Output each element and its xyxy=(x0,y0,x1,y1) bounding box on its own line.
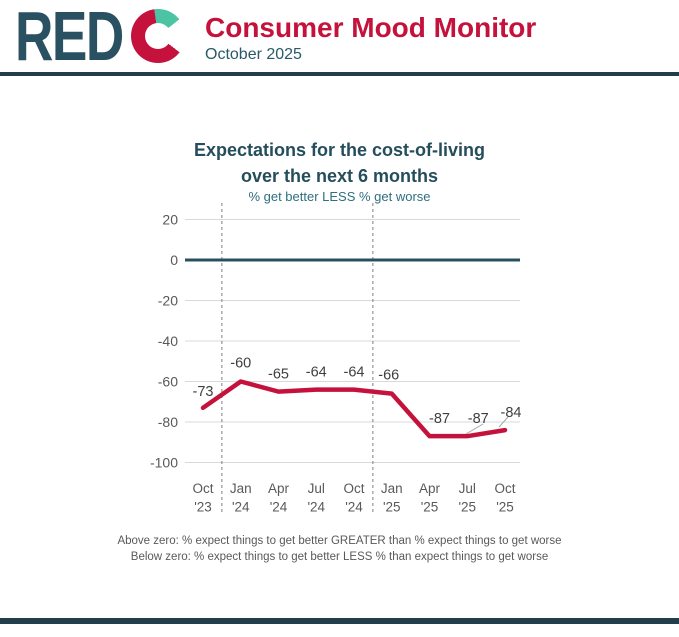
redc-logo: RED xyxy=(15,0,185,75)
redc-logo-text: RED xyxy=(15,0,124,75)
data-point-label: -66 xyxy=(378,368,399,384)
data-point-label: -87 xyxy=(429,411,450,427)
app-title: Consumer Mood Monitor xyxy=(205,12,537,43)
x-tick-month-label: Jan xyxy=(381,481,403,496)
data-point-label: -60 xyxy=(230,356,251,372)
chart-footnotes: Above zero: % expect things to get bette… xyxy=(0,534,679,565)
x-tick-year-label: '25 xyxy=(496,500,514,515)
y-tick-label: 20 xyxy=(162,212,178,228)
data-point-label: -64 xyxy=(306,365,327,381)
x-tick-year-label: '23 xyxy=(194,500,212,515)
data-point-label: -65 xyxy=(268,367,289,383)
x-tick-month-label: Oct xyxy=(494,481,515,496)
x-tick-month-label: Jul xyxy=(308,481,325,496)
x-tick-month-label: Apr xyxy=(268,481,290,496)
data-point-label: -73 xyxy=(193,384,214,400)
x-tick-month-label: Apr xyxy=(419,481,441,496)
y-tick-label: -20 xyxy=(158,293,178,309)
report-date: October 2025 xyxy=(205,46,302,63)
header-text: Consumer Mood Monitor October 2025 xyxy=(205,12,536,65)
x-tick-year-label: '25 xyxy=(458,500,476,515)
y-tick-label: -40 xyxy=(158,333,178,349)
y-tick-label: 0 xyxy=(170,252,178,268)
chart-subtitle: % get better LESS % get worse xyxy=(248,189,431,204)
x-tick-year-label: '24 xyxy=(270,500,288,515)
y-tick-label: -60 xyxy=(158,374,178,390)
x-tick-month-label: Jan xyxy=(230,481,252,496)
data-line xyxy=(200,379,508,439)
x-tick-year-label: '24 xyxy=(307,500,325,515)
x-tick-year-label: '25 xyxy=(421,500,439,515)
y-tick-label: -100 xyxy=(150,455,178,471)
label-leader-line xyxy=(498,416,509,428)
x-tick-year-label: '24 xyxy=(345,500,363,515)
footnote-above-zero: Above zero: % expect things to get bette… xyxy=(117,535,562,547)
chart-title: Expectations for the cost-of-living over… xyxy=(0,137,679,189)
chart-title-line1: Expectations for the cost-of-living xyxy=(193,140,486,160)
footnote-below-zero: Below zero: % expect things to get bette… xyxy=(130,550,549,563)
label-leader-line xyxy=(465,423,484,435)
data-point-label: -64 xyxy=(344,365,365,381)
data-point-label: -84 xyxy=(501,405,522,421)
x-tick-year-label: '25 xyxy=(383,500,401,515)
x-tick-month-label: Jul xyxy=(459,481,476,496)
x-tick-year-label: '24 xyxy=(232,500,250,515)
x-tick-month-label: Oct xyxy=(192,481,213,496)
bottom-divider xyxy=(0,618,679,624)
header-divider xyxy=(0,72,679,76)
chart-title-line2: over the next 6 months xyxy=(240,166,439,186)
y-tick-label: -80 xyxy=(158,414,178,430)
x-tick-month-label: Oct xyxy=(343,481,364,496)
data-point-label: -87 xyxy=(468,411,489,427)
redc-logo-c-mark xyxy=(130,9,185,63)
